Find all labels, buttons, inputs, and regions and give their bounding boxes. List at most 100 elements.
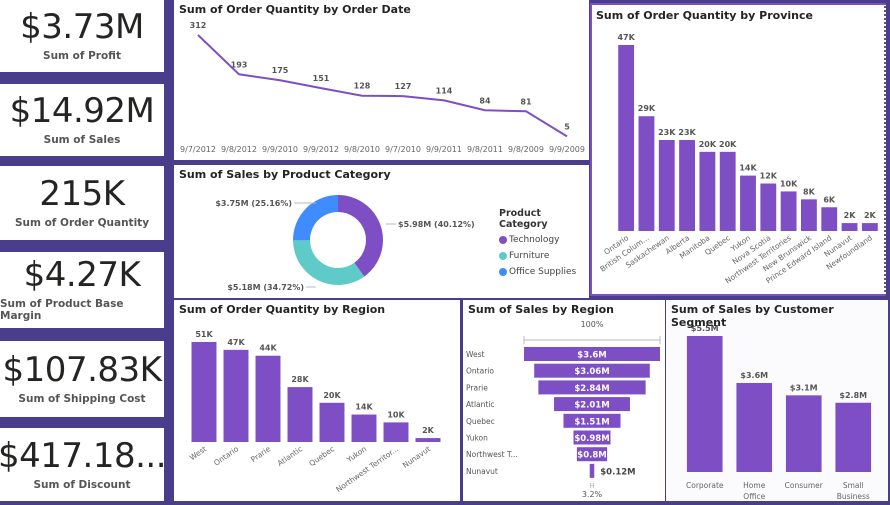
data-label: $0.98M — [574, 434, 609, 444]
x-tick-label: 9/7/2012 — [180, 145, 216, 154]
kpi-card-sales[interactable]: $14.92M Sum of Sales — [0, 84, 164, 156]
kpi-label: Sum of Profit — [43, 50, 121, 62]
data-label: 10K — [387, 410, 405, 419]
donut-slice-office-supplies — [293, 195, 338, 241]
data-label: 2K — [864, 211, 877, 220]
top-percent-label: 100% — [581, 320, 604, 329]
funnel-bar — [534, 363, 650, 378]
data-label: 114 — [436, 86, 453, 95]
funnel-bar — [576, 447, 608, 462]
segment-bar-chart: $5.5M Corporate $3.6M Home Office $3.1M Consum… — [686, 324, 872, 501]
visual-title: Sum of Sales by Customer Segment — [671, 303, 834, 329]
kpi-label: Sum of Order Quantity — [14, 217, 150, 229]
data-label: 14K — [739, 164, 757, 173]
line-series — [197, 34, 568, 138]
bar — [760, 183, 777, 231]
category-label: West — [466, 350, 484, 359]
slice-label: $5.18M (34.72%) — [227, 283, 304, 292]
visual-title: Sum of Sales by Region — [468, 303, 615, 316]
x-tick-label: 9/8/2010 — [344, 145, 380, 154]
visual-sales-by-region[interactable]: Sum of Sales by Region 100% West $3.6M Onta… — [463, 300, 665, 501]
bar — [383, 422, 409, 442]
kpi-value: $107.83K — [2, 350, 162, 390]
bar — [319, 402, 345, 442]
kpi-value: $4.27K — [23, 255, 141, 295]
data-label: $5.5M — [691, 324, 719, 333]
data-label: 2K — [844, 211, 857, 220]
data-label: 20K — [719, 140, 737, 149]
bar — [255, 355, 281, 442]
visual-title: Sum of Order Quantity by Order Date — [179, 3, 411, 16]
donut-slice-furniture — [293, 240, 365, 285]
region-bar-chart: 51K West 47K Ontario 44K Prarie 28K Atlantic 20K… — [188, 330, 441, 494]
visual-order-qty-by-region[interactable]: Sum of Order Quantity by Region 51K West 4… — [174, 300, 460, 501]
legend-item-technology[interactable]: Technology — [499, 235, 589, 245]
bar — [679, 139, 695, 231]
data-label: 20K — [699, 140, 717, 149]
data-label: $3.6M — [577, 351, 606, 361]
x-tick-label: Consumer — [785, 481, 824, 490]
bar — [638, 116, 655, 231]
legend-dot — [499, 236, 507, 244]
kpi-card-shipping-cost[interactable]: $107.83K Sum of Shipping Cost — [0, 341, 164, 417]
x-tick-label: Yukon — [344, 444, 368, 465]
bar — [223, 349, 249, 442]
funnel-bar — [589, 463, 595, 478]
category-label: Northwest T... — [466, 450, 518, 459]
data-label: 23K — [658, 128, 676, 137]
kpi-card-product-base-margin[interactable]: $4.27K Sum of Product Base Margin — [0, 252, 164, 328]
bar — [658, 139, 675, 231]
data-label: 127 — [395, 82, 412, 91]
funnel-bar — [573, 430, 611, 445]
legend-item-office-supplies[interactable]: Office Supplies — [499, 267, 589, 277]
data-label: 84 — [479, 96, 491, 105]
kpi-label: Sum of Sales — [43, 134, 121, 146]
kpi-card-order-quantity[interactable]: 215K Sum of Order Quantity — [0, 166, 164, 240]
bar — [191, 342, 217, 442]
data-label: 23K — [678, 128, 696, 137]
data-label: 8K — [803, 187, 816, 196]
bar — [719, 151, 736, 231]
donut-legend: Product Category Technology Furniture Of… — [499, 208, 589, 283]
data-label: 12K — [760, 172, 778, 181]
bottom-percent-label: 3.2% — [582, 490, 603, 499]
data-label: $3.1M — [790, 383, 818, 392]
x-tick-label: Home — [743, 481, 766, 490]
legend-label: Technology — [509, 235, 560, 245]
data-label: 81 — [520, 97, 532, 106]
bar — [821, 207, 838, 231]
x-tick-label: Office — [743, 492, 765, 501]
legend-label: Furniture — [509, 251, 550, 261]
visual-order-qty-by-date[interactable]: Sum of Order Quantity by Order Date 312 9… — [174, 0, 589, 160]
bar — [736, 382, 773, 472]
visual-sales-by-customer-segment[interactable]: Sum of Sales by Customer Segment $5.5M Co… — [666, 300, 888, 501]
x-tick-label: Small — [843, 481, 864, 490]
x-tick-label: 9/8/2009 — [508, 145, 544, 154]
data-label: 128 — [354, 82, 371, 91]
visual-order-qty-by-province[interactable]: Sum of Order Quantity by Province 47K Ont… — [590, 3, 886, 296]
legend-item-furniture[interactable]: Furniture — [499, 251, 589, 261]
kpi-label: Sum of Product Base Margin — [0, 298, 124, 322]
kpi-label: Sum of Shipping Cost — [18, 393, 146, 405]
x-tick-label: Prarie — [249, 444, 272, 464]
visual-sales-by-product-category[interactable]: Sum of Sales by Product Category $5.98M … — [174, 165, 589, 298]
bar — [686, 336, 723, 472]
slice-label: $3.75M (25.16%) — [215, 199, 292, 208]
data-label: $0.8M — [577, 451, 606, 461]
legend-dot — [499, 252, 507, 260]
data-label: $2.8M — [839, 391, 867, 400]
funnel-bar — [524, 347, 660, 361]
bar — [835, 402, 872, 472]
data-label: 28K — [291, 375, 309, 384]
kpi-value: $417.18... — [0, 435, 167, 476]
slice-label: $5.98M (40.12%) — [398, 220, 475, 229]
x-tick-label: 9/9/2011 — [426, 145, 462, 154]
kpi-card-profit[interactable]: $3.73M Sum of Profit — [0, 0, 164, 72]
data-label: 47K — [617, 33, 635, 42]
funnel-chart: 100% West $3.6M Ontario $3.06M Prarie $2.84M At… — [465, 320, 661, 499]
x-tick-label: Ontario — [212, 444, 240, 468]
bar — [287, 387, 313, 442]
bar — [699, 151, 716, 231]
kpi-card-discount[interactable]: $417.18... Sum of Discount — [0, 428, 167, 501]
